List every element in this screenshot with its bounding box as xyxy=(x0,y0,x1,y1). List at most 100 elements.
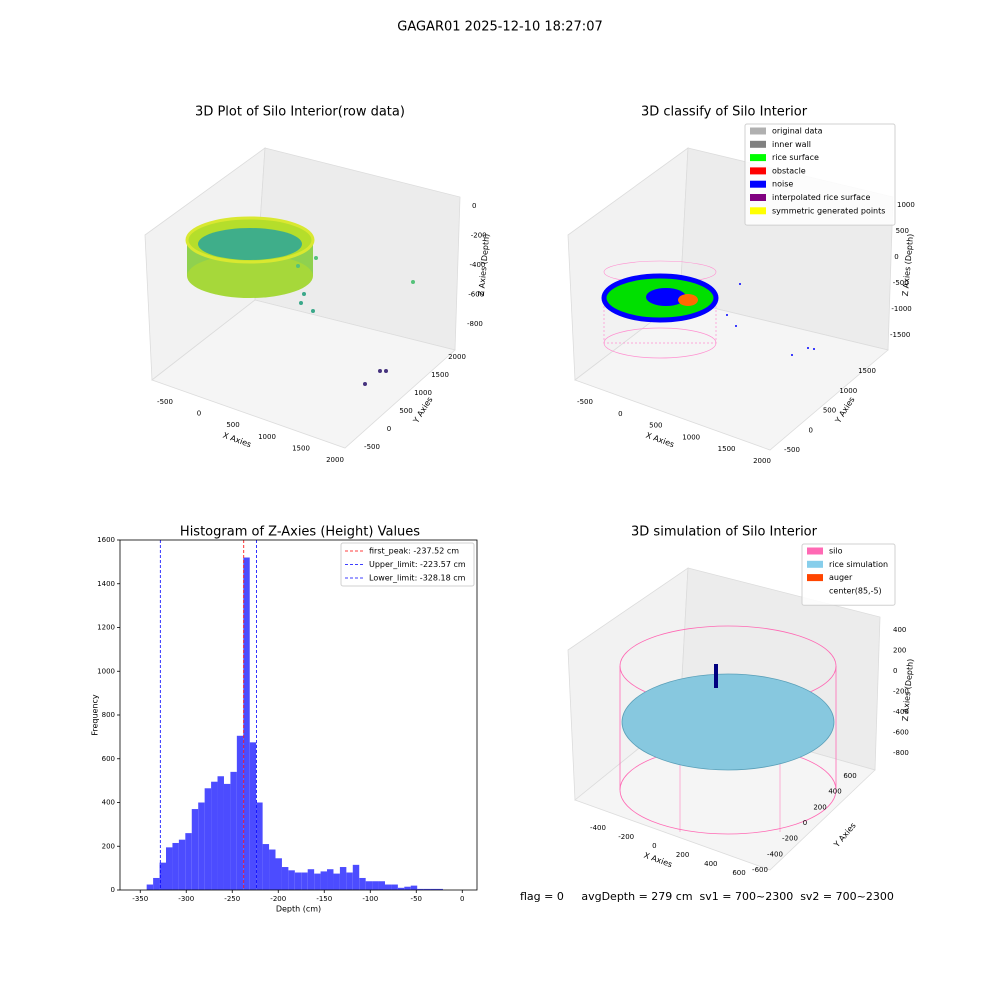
x-tick-label: 1500 xyxy=(718,445,736,453)
legend-swatch xyxy=(750,140,766,148)
panel-title: 3D classify of Silo Interior xyxy=(641,105,808,120)
legend-swatch xyxy=(750,167,766,175)
legend-swatch xyxy=(750,194,766,201)
legend-swatch xyxy=(807,560,823,568)
y-tick-label: -500 xyxy=(364,443,380,451)
z-tick-label: -500 xyxy=(893,279,909,287)
y-tick-label: 1200 xyxy=(97,624,115,632)
legend-swatch xyxy=(750,180,766,188)
legend-swatch xyxy=(807,547,823,555)
histogram-bar xyxy=(352,864,360,890)
panel-title: 3D Plot of Silo Interior(row data) xyxy=(195,105,405,120)
histogram-bar xyxy=(397,887,405,890)
histogram-bar xyxy=(404,886,411,890)
histogram-bar xyxy=(262,844,270,890)
histogram-bar xyxy=(236,735,244,890)
legend-label: rice surface xyxy=(772,153,819,162)
legend-label: original data xyxy=(772,127,823,136)
y-tick-label: 600 xyxy=(102,755,115,763)
y-tick-label: 0 xyxy=(809,426,813,434)
y-axis-label: Frequency xyxy=(91,694,100,736)
histogram-bar xyxy=(269,849,276,890)
legend-box xyxy=(744,123,896,226)
x-tick-label: -250 xyxy=(224,895,240,903)
histogram-bar xyxy=(211,781,218,890)
legend-label: inner wall xyxy=(772,140,811,149)
legend-label: auger xyxy=(829,573,853,582)
panel-title: Histogram of Z-Axies (Height) Values xyxy=(180,525,420,540)
y-tick-label: 600 xyxy=(843,772,856,780)
x-tick-label: 0 xyxy=(197,410,201,418)
x-tick-label: 1000 xyxy=(258,433,276,441)
x-tick-label: 200 xyxy=(676,851,689,859)
histogram-bar xyxy=(281,867,289,890)
y-tick-label: -500 xyxy=(784,446,800,454)
y-tick-label: 1000 xyxy=(839,387,857,395)
x-tick-label: -200 xyxy=(618,833,634,841)
histogram-bar xyxy=(294,872,302,890)
x-tick-label: 1000 xyxy=(682,433,700,441)
x-tick-label: 500 xyxy=(226,421,239,429)
y-tick-label: 1500 xyxy=(858,367,876,375)
panel-title: 3D simulation of Silo Interior xyxy=(631,525,818,540)
histogram-bar xyxy=(314,873,321,890)
legend-box xyxy=(801,543,896,606)
legend-label: first_peak: -237.52 cm xyxy=(369,547,459,556)
legend-swatch xyxy=(807,587,823,595)
x-tick-label: 0 xyxy=(618,410,622,418)
suptitle: GAGAR01 2025-12-10 18:27:07 xyxy=(397,20,602,35)
histogram-bar xyxy=(417,888,424,890)
x-tick-label: -50 xyxy=(411,895,422,903)
z-tick-label: -200 xyxy=(893,688,909,696)
x-tick-label: 0 xyxy=(460,895,464,903)
x-tick-label: 500 xyxy=(649,422,662,430)
histogram-bar xyxy=(320,871,328,890)
y-tick-label: 0 xyxy=(111,886,115,894)
histogram-bar xyxy=(153,877,160,890)
x-tick-label: 400 xyxy=(704,860,717,868)
z-tick-label: 1000 xyxy=(897,201,915,209)
y-tick-label: 1000 xyxy=(414,389,432,397)
x-tick-label: -500 xyxy=(577,398,593,406)
z-tick-label: -1500 xyxy=(890,331,910,339)
x-tick-label: -400 xyxy=(590,824,606,832)
y-tick-label: 0 xyxy=(803,819,807,827)
z-tick-label: 0 xyxy=(893,667,897,675)
y-tick-label: 1500 xyxy=(431,371,449,379)
legend-label: noise xyxy=(772,180,793,189)
y-tick-label: 1600 xyxy=(97,536,115,544)
y-tick-label: 400 xyxy=(102,799,115,807)
histogram-bar xyxy=(223,783,231,890)
y-tick-label: -200 xyxy=(782,835,798,843)
histogram-bar xyxy=(230,771,237,890)
legend-box xyxy=(340,542,475,587)
histogram-bar xyxy=(217,776,224,890)
histogram-bar xyxy=(198,802,205,890)
histogram-bar xyxy=(346,872,353,890)
z-tick-label: -400 xyxy=(470,261,486,269)
z-tick-label: 200 xyxy=(893,647,906,655)
histogram-bar xyxy=(378,881,385,890)
y-tick-label: 500 xyxy=(823,407,836,415)
histogram-bar xyxy=(423,888,431,890)
x-tick-label: 0 xyxy=(652,842,656,850)
z-tick-label: 500 xyxy=(896,227,909,235)
z-tick-label: 400 xyxy=(893,626,906,634)
y-tick-label: -600 xyxy=(752,866,768,874)
histogram-bar xyxy=(436,888,443,890)
z-tick-label: -600 xyxy=(893,729,909,737)
y-tick-label: 500 xyxy=(399,407,412,415)
histogram-bar xyxy=(191,809,199,890)
z-tick-label: -1000 xyxy=(891,305,911,313)
x-tick-label: -500 xyxy=(157,398,173,406)
z-tick-label: -600 xyxy=(468,291,484,299)
x-tick-label: -100 xyxy=(362,895,378,903)
x-tick-label: -350 xyxy=(132,895,148,903)
histogram-bar xyxy=(372,881,379,890)
histogram-bar xyxy=(430,888,437,890)
histogram-bar xyxy=(327,869,334,890)
y-tick-label: 1400 xyxy=(97,580,115,588)
legend-label: silo xyxy=(829,547,843,556)
z-tick-label: 0 xyxy=(472,202,476,210)
